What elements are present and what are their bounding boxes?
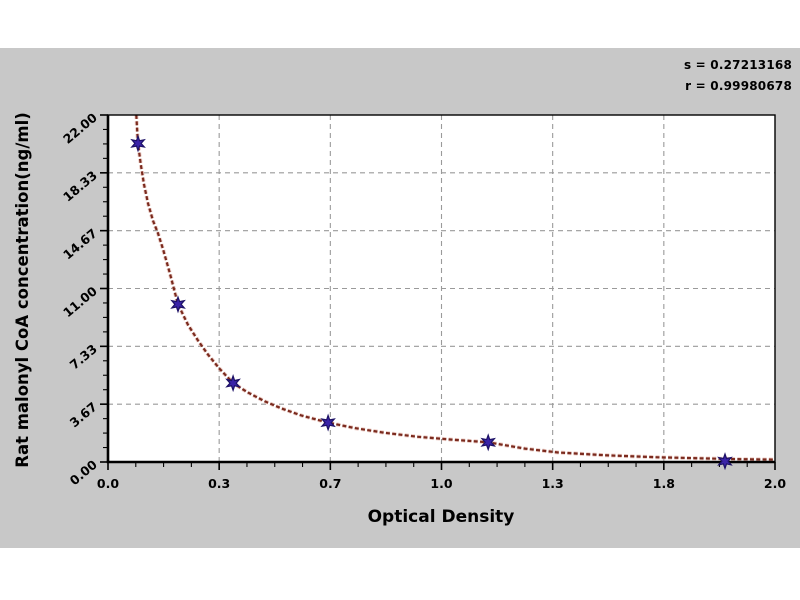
y-tick-label: 7.33 <box>67 341 100 372</box>
data-point-star <box>170 295 186 314</box>
data-point-star <box>320 413 336 432</box>
y-tick-label: 3.67 <box>67 399 100 430</box>
x-tick-label: 0.3 <box>208 476 230 491</box>
y-tick-label: 11.00 <box>60 283 100 320</box>
stat-r-text: r = 0.99980678 <box>685 79 792 93</box>
y-axis-title: Rat malonyl CoA concentration(ng/ml) <box>13 112 32 468</box>
y-tick-label: 0.00 <box>67 457 100 489</box>
y-tick-label: 14.67 <box>60 225 100 262</box>
axis-ticks <box>100 114 776 470</box>
curve-line <box>135 114 776 461</box>
grid-lines <box>108 115 775 462</box>
x-tick-label: 1.8 <box>653 476 675 491</box>
stat-s-text: s = 0.27213168 <box>684 58 792 72</box>
x-tick-label: 2.0 <box>764 476 786 491</box>
data-point-star <box>225 374 241 393</box>
data-points <box>130 134 733 471</box>
x-axis-title: Optical Density <box>368 507 515 527</box>
x-tick-label: 0.0 <box>97 476 119 491</box>
x-tick-label: 1.3 <box>542 476 564 491</box>
data-point-star <box>130 134 146 153</box>
x-tick-label: 0.7 <box>319 476 341 491</box>
y-tick-label: 22.00 <box>60 110 100 147</box>
y-tick-label: 18.33 <box>60 168 100 205</box>
data-point-star <box>717 452 733 471</box>
data-point-star <box>480 433 496 452</box>
fitted-curve <box>134 114 776 462</box>
x-tick-label: 1.0 <box>430 476 452 491</box>
